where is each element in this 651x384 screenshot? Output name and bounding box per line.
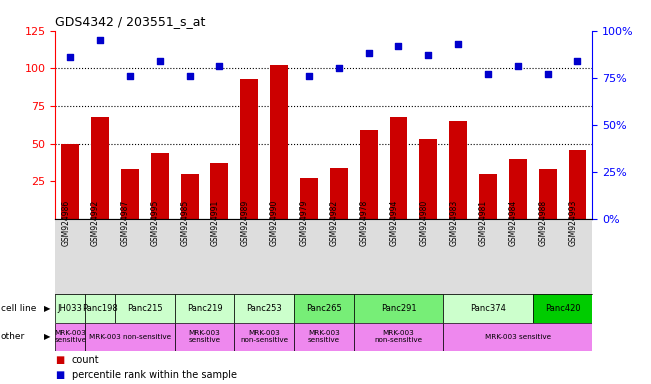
Text: GSM924979: GSM924979 [300,199,309,246]
Text: GSM924982: GSM924982 [330,200,339,246]
Bar [180,174,199,219]
Point [125,73,135,79]
Bar [115,294,174,323]
Text: ▶: ▶ [44,333,51,341]
Bar [353,323,443,351]
Bar [533,294,592,323]
Bar [568,150,587,219]
Bar [449,121,467,219]
Text: GSM924984: GSM924984 [509,200,518,246]
Bar [538,169,557,219]
Text: Panc291: Panc291 [381,304,416,313]
Text: GSM924986: GSM924986 [61,200,70,246]
Bar [151,153,169,219]
Text: percentile rank within the sample: percentile rank within the sample [72,370,236,380]
Text: ▶: ▶ [44,304,51,313]
Text: GSM924989: GSM924989 [240,200,249,246]
Text: Panc374: Panc374 [470,304,506,313]
Bar [353,294,443,323]
Point [244,22,255,28]
Bar [509,159,527,219]
Text: MRK-003
sensitive: MRK-003 sensitive [54,331,87,343]
Point [154,58,165,64]
Text: Panc253: Panc253 [246,304,282,313]
Bar [210,163,229,219]
Bar [389,116,408,219]
Point [95,37,105,43]
Bar [270,65,288,219]
Text: GSM924978: GSM924978 [359,200,368,246]
Text: count: count [72,356,99,366]
Point [65,54,76,60]
Text: GSM924993: GSM924993 [568,199,577,246]
Text: GDS4342 / 203551_s_at: GDS4342 / 203551_s_at [55,15,206,28]
Bar [174,294,234,323]
Bar [443,323,592,351]
Text: GSM924987: GSM924987 [121,200,130,246]
Point [333,65,344,71]
Text: GSM924990: GSM924990 [270,199,279,246]
Text: JH033: JH033 [58,304,83,313]
Bar [85,323,174,351]
Bar [300,178,318,219]
Bar [55,294,85,323]
Point [184,73,195,79]
Bar [61,144,79,219]
Point [572,58,583,64]
Text: GSM924995: GSM924995 [151,199,159,246]
Point [304,73,314,79]
Text: GSM924983: GSM924983 [449,200,458,246]
Text: Panc219: Panc219 [187,304,223,313]
Text: MRK-003 non-sensitive: MRK-003 non-sensitive [89,334,171,340]
Text: Panc265: Panc265 [306,304,342,313]
Bar [443,294,533,323]
Point [453,41,464,47]
Text: GSM924985: GSM924985 [180,200,189,246]
Text: MRK-003
non-sensitive: MRK-003 non-sensitive [374,331,422,343]
Bar [85,294,115,323]
Point [214,63,225,70]
Text: ■: ■ [55,356,64,366]
Text: ■: ■ [55,370,64,380]
Point [542,71,553,77]
Text: Panc215: Panc215 [127,304,163,313]
Text: MRK-003
sensitive: MRK-003 sensitive [308,331,340,343]
Text: GSM924994: GSM924994 [389,199,398,246]
Point [512,63,523,70]
Text: GSM924992: GSM924992 [91,200,100,246]
Bar [294,294,353,323]
Point [363,50,374,56]
Text: Panc420: Panc420 [545,304,581,313]
Text: GSM924991: GSM924991 [210,200,219,246]
Text: other: other [1,333,25,341]
Bar [234,294,294,323]
Point [274,18,284,25]
Bar [479,174,497,219]
Bar [330,168,348,219]
Text: GSM924981: GSM924981 [479,200,488,246]
Bar [419,139,437,219]
Text: cell line: cell line [1,304,36,313]
Point [423,52,434,58]
Text: MRK-003
sensitive: MRK-003 sensitive [188,331,221,343]
Text: GSM924980: GSM924980 [419,200,428,246]
Bar [121,169,139,219]
Text: GSM924988: GSM924988 [538,200,547,246]
Text: Panc198: Panc198 [82,304,118,313]
Text: MRK-003 sensitive: MRK-003 sensitive [485,334,551,340]
Bar [55,323,85,351]
Bar [294,323,353,351]
Bar [240,79,258,219]
Point [483,71,493,77]
Bar [359,130,378,219]
Point [393,43,404,49]
Bar [234,323,294,351]
Text: MRK-003
non-sensitive: MRK-003 non-sensitive [240,331,288,343]
Bar [91,116,109,219]
Bar [174,323,234,351]
